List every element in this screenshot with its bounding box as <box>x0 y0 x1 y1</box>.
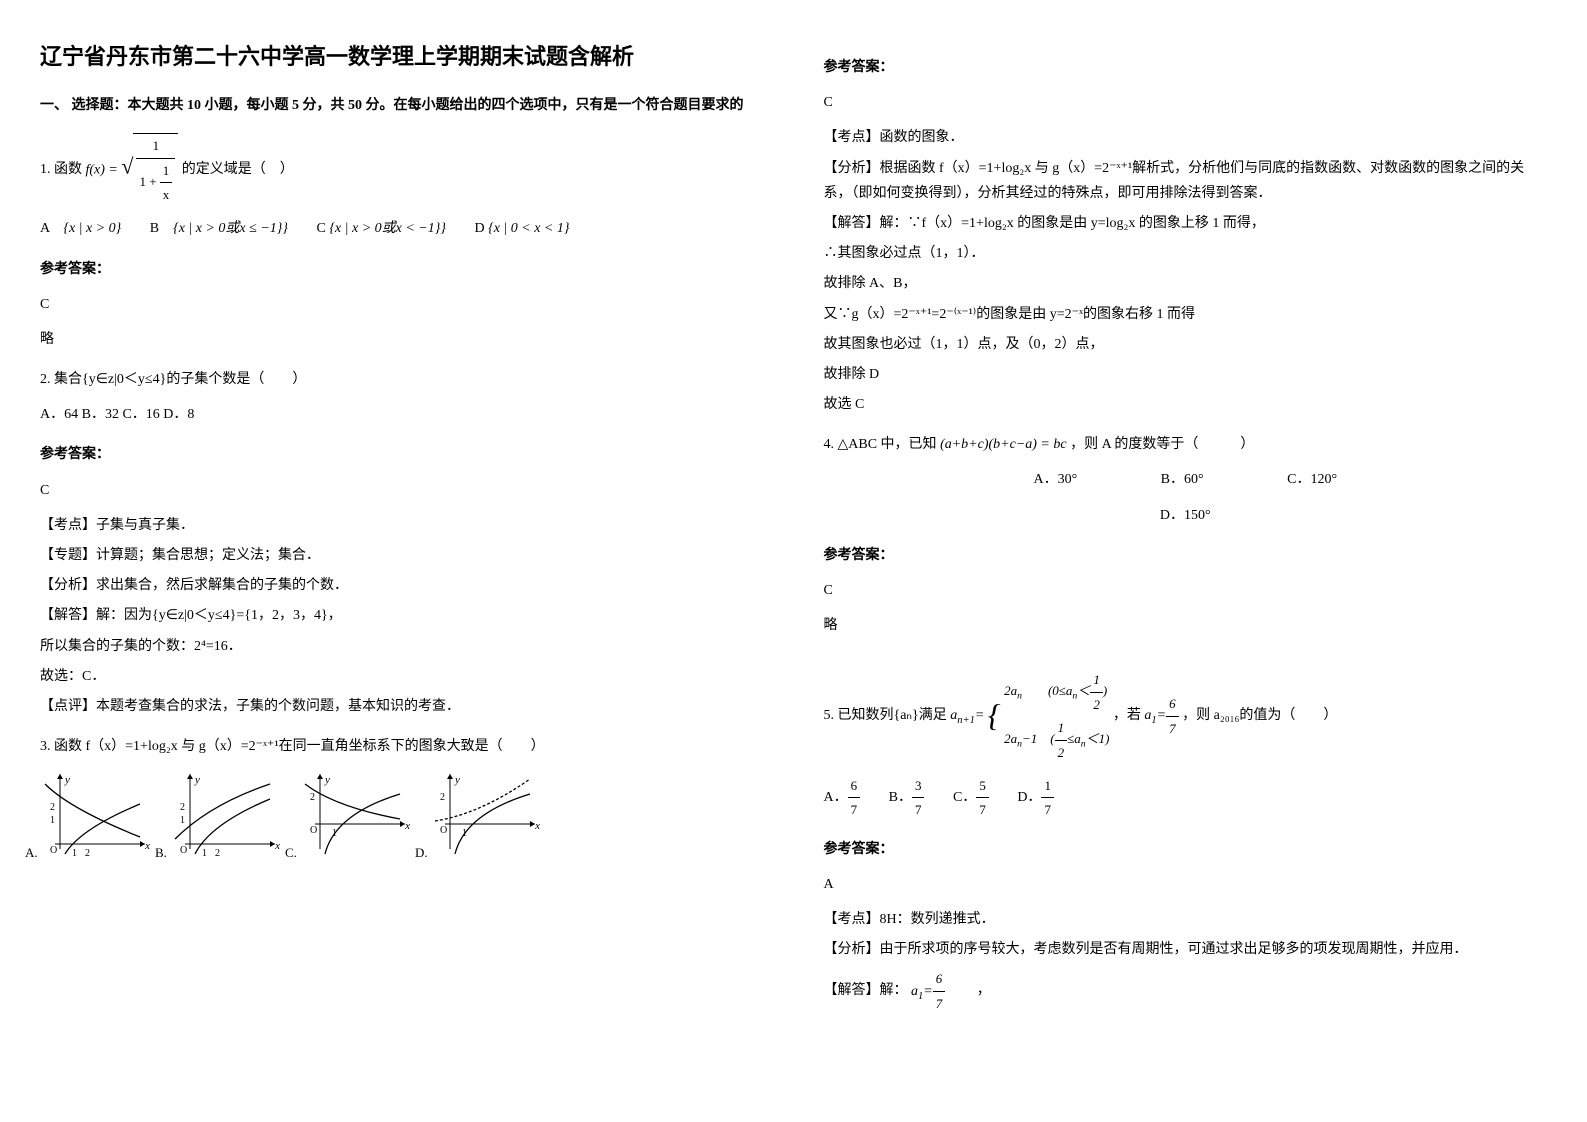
q3-jieda7: 故选 C <box>824 392 1548 417</box>
q3-jieda1: 【解答】解：∵f（x）=1+log₂x 的图象是由 y=log₂x 的图象上移 … <box>824 211 1548 236</box>
q3-jieda3: 故排除 A、B， <box>824 271 1548 296</box>
q1-answer-label: 参考答案： <box>40 257 764 282</box>
q5-kaodian: 【考点】8H：数列递推式． <box>824 907 1548 932</box>
q3-kaodian: 【考点】函数的图象． <box>824 125 1548 150</box>
q5-option-c: C．57 <box>953 774 989 822</box>
question-1: 1. 函数 f(x) = √ 11 + 1x 的定义域是（ ） <box>40 133 764 206</box>
q1-options: A {x | x > 0} B {x | x > 0或x ≤ −1}} C {x… <box>40 216 764 241</box>
q3-jieda4: 又∵g（x）=2⁻ˣ⁺¹=2⁻⁽ˣ⁻¹⁾的图象是由 y=2⁻ˣ的图象右移 1 而… <box>824 302 1548 327</box>
q4-prefix: 4. △ABC 中，已知 <box>824 437 937 452</box>
q5-jieda: 【解答】解： a1=67 ， <box>824 967 1548 1015</box>
q2-zhuanti: 【专题】计算题；集合思想；定义法；集合． <box>40 543 764 568</box>
q1-prefix: 1. 函数 <box>40 162 82 177</box>
q2-jieda1: 【解答】解：因为{y∈z|0＜y≤4}={1，2，3，4}， <box>40 603 764 628</box>
q2-jieda2: 所以集合的子集的个数：2⁴=16． <box>40 634 764 659</box>
q2-answer-label: 参考答案： <box>40 442 764 467</box>
q1-formula: f(x) = √ 11 + 1x <box>86 133 179 206</box>
question-4: 4. △ABC 中，已知 (a+b+c)(b+c−a) = bc ，则 A 的度… <box>824 432 1548 457</box>
q3-answer: C <box>824 90 1548 115</box>
q1-suffix: 的定义域是（ ） <box>182 162 294 177</box>
q5-jieda-comma: ， <box>949 984 991 999</box>
question-5: 5. 已知数列{aₙ}满足 an+1= { 2an (0≤an＜12) 2an−… <box>824 668 1548 764</box>
q2-answer: C <box>40 478 764 503</box>
q5-prefix: 5. 已知数列{aₙ}满足 <box>824 708 947 723</box>
q3-jieda2: ∴其图象必过点（1，1）． <box>824 241 1548 266</box>
graph-c: y x O 2 1 C. <box>300 769 410 859</box>
q5-formula: an+1= { 2an (0≤an＜12) 2an−1 (12≤an＜1) <box>950 708 1113 723</box>
q3-answer-label: 参考答案： <box>824 55 1548 80</box>
q2-dianping: 【点评】本题考查集合的求法，子集的个数问题，基本知识的考查． <box>40 694 764 719</box>
q4-option-c: C．120° <box>1287 467 1337 492</box>
q2-jieda3: 故选：C． <box>40 664 764 689</box>
graph-d-label: D. <box>415 841 428 864</box>
q4-options-row1: A．30° B．60° C．120° <box>824 467 1548 492</box>
section1-header: 一、 选择题：本大题共 10 小题，每小题 5 分，共 50 分。在每小题给出的… <box>40 93 764 118</box>
q4-formula: (a+b+c)(b+c−a) = bc <box>940 437 1067 452</box>
q1-option-b: B {x | x > 0或x ≤ −1}} <box>150 216 288 241</box>
q5-fenxi: 【分析】由于所求项的序号较大，考虑数列是否有周期性，可通过求出足够多的项发现周期… <box>824 937 1548 962</box>
graph-d: y x O 2 1 D. <box>430 769 540 859</box>
graph-b: y x O 1 2 1 2 B. <box>170 769 280 859</box>
graph-a-label: A. <box>25 841 38 864</box>
q5-option-b: B．37 <box>889 774 925 822</box>
q4-suffix: ，则 A 的度数等于（ ） <box>1070 437 1254 452</box>
q4-option-d: D．150° <box>1160 503 1211 528</box>
graph-a: y x O 1 2 1 2 A. <box>40 769 150 859</box>
graph-b-label: B. <box>155 841 167 864</box>
q3-jieda6: 故排除 D <box>824 362 1548 387</box>
q2-options: A．64 B．32 C．16 D．8 <box>40 402 764 427</box>
left-column: 辽宁省丹东市第二十六中学高一数学理上学期期末试题含解析 一、 选择题：本大题共 … <box>40 40 764 1020</box>
q3-fenxi: 【分析】根据函数 f（x）=1+log₂x 与 g（x）=2⁻ˣ⁺¹解析式，分析… <box>824 156 1548 206</box>
q4-answer-label: 参考答案： <box>824 543 1548 568</box>
question-3: 3. 函数 f（x）=1+log₂x 与 g（x）=2⁻ˣ⁺¹在同一直角坐标系下… <box>40 734 764 759</box>
q5-answer: A <box>824 872 1548 897</box>
q3-jieda5: 故其图象也必过（1，1）点，及（0，2）点， <box>824 332 1548 357</box>
q5-suffix: ，则 a₂₀₁₆的值为（ ） <box>1182 708 1337 723</box>
graph-c-label: C. <box>285 841 297 864</box>
q5-options: A．67 B．37 C．57 D．17 <box>824 774 1548 822</box>
right-column: 参考答案： C 【考点】函数的图象． 【分析】根据函数 f（x）=1+log₂x… <box>824 40 1548 1020</box>
q1-option-a: A {x | x > 0} <box>40 216 121 241</box>
page-title: 辽宁省丹东市第二十六中学高一数学理上学期期末试题含解析 <box>40 40 764 73</box>
q1-answer: C <box>40 292 764 317</box>
q1-option-c: C {x | x > 0或x < −1}} <box>316 216 445 241</box>
q4-answer: C <box>824 578 1548 603</box>
q5-jieda-formula: a1=67 <box>911 984 945 999</box>
q4-options-row2: D．150° <box>824 503 1548 528</box>
q4-option-b: B．60° <box>1161 467 1204 492</box>
question-2: 2. 集合{y∈z|0＜y≤4}的子集个数是（ ） <box>40 367 764 392</box>
q5-option-d: D．17 <box>1017 774 1054 822</box>
q1-note: 略 <box>40 327 764 352</box>
q5-answer-label: 参考答案： <box>824 837 1548 862</box>
q2-fenxi: 【分析】求出集合，然后求解集合的子集的个数． <box>40 573 764 598</box>
q5-a1: a1=67 <box>1144 708 1178 723</box>
q3-graphs: y x O 1 2 1 2 A. y x <box>40 769 764 859</box>
q5-option-a: A．67 <box>824 774 861 822</box>
q5-jieda-prefix: 【解答】解： <box>824 984 908 999</box>
q4-option-a: A．30° <box>1033 467 1077 492</box>
q2-kaodian: 【考点】子集与真子集． <box>40 513 764 538</box>
q4-note: 略 <box>824 613 1548 638</box>
q5-cond: ，若 <box>1113 708 1141 723</box>
q1-option-d: D {x | 0 < x < 1} <box>474 216 569 241</box>
